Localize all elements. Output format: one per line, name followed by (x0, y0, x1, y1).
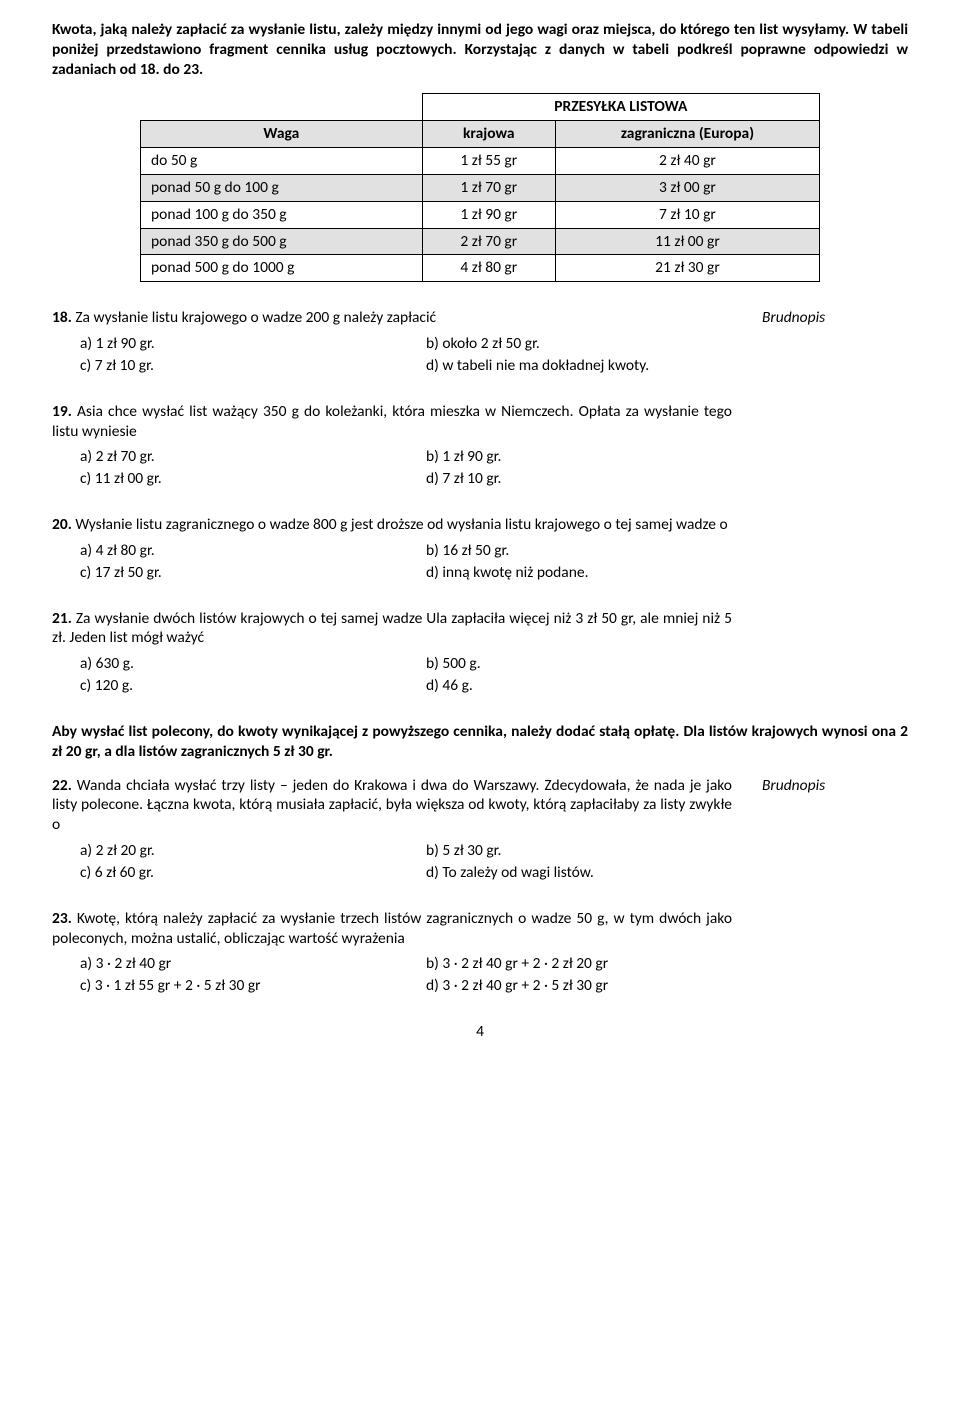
intro-paragraph: Kwota, jaką należy zapłacić za wysłanie … (52, 20, 908, 79)
q19-answers: a) 2 zł 70 gr. b) 1 zł 90 gr. c) 11 zł 0… (52, 447, 732, 489)
q18-text: 18. Za wysłanie listu krajowego o wadze … (52, 308, 732, 328)
q21-b[interactable]: b) 500 g. (426, 654, 732, 674)
cell-kraj: 1 zł 70 gr (422, 174, 555, 201)
table-row: ponad 100 g do 350 g 1 zł 90 gr 7 zł 10 … (141, 201, 820, 228)
q22-d[interactable]: d) To zależy od wagi listów. (426, 863, 732, 883)
cell-kraj: 1 zł 90 gr (422, 201, 555, 228)
th-krajowa: krajowa (422, 121, 555, 148)
q21-c[interactable]: c) 120 g. (80, 676, 386, 696)
q18-a[interactable]: a) 1 zł 90 gr. (80, 334, 386, 354)
cell-zagr: 3 zł 00 gr (555, 174, 819, 201)
th-zagraniczna: zagraniczna (Europa) (555, 121, 819, 148)
cell-waga: ponad 100 g do 350 g (141, 201, 423, 228)
q18-stem: Za wysłanie listu krajowego o wadze 200 … (75, 308, 436, 327)
q18-d[interactable]: d) w tabeli nie ma dokładnej kwoty. (426, 356, 732, 376)
th-blank (141, 94, 423, 121)
q21-number: 21. (52, 609, 72, 628)
cell-waga: do 50 g (141, 148, 423, 175)
q23-stem: Kwotę, którą należy zapłacić za wysłanie… (52, 909, 732, 948)
q18-number: 18. (52, 308, 72, 327)
table-row: ponad 500 g do 1000 g 4 zł 80 gr 21 zł 3… (141, 255, 820, 282)
cell-zagr: 2 zł 40 gr (555, 148, 819, 175)
cell-waga: ponad 500 g do 1000 g (141, 255, 423, 282)
q21-a[interactable]: a) 630 g. (80, 654, 386, 674)
th-title: PRZESYŁKA LISTOWA (422, 94, 819, 121)
cell-kraj: 1 zł 55 gr (422, 148, 555, 175)
q23-number: 23. (52, 909, 72, 928)
table-row: do 50 g 1 zł 55 gr 2 zł 40 gr (141, 148, 820, 175)
brudnopis-col (732, 402, 882, 489)
q19-c[interactable]: c) 11 zł 00 gr. (80, 469, 386, 489)
q23-c[interactable]: c) 3 · 1 zł 55 gr + 2 · 5 zł 30 gr (80, 976, 386, 996)
q20-a[interactable]: a) 4 zł 80 gr. (80, 541, 386, 561)
q19-stem: Asia chce wysłać list ważący 350 g do ko… (52, 402, 732, 441)
cell-zagr: 11 zł 00 gr (555, 228, 819, 255)
table-row: ponad 50 g do 100 g 1 zł 70 gr 3 zł 00 g… (141, 174, 820, 201)
price-table: PRZESYŁKA LISTOWA Waga krajowa zagranicz… (140, 93, 820, 282)
q22-text: 22. Wanda chciała wysłać trzy listy – je… (52, 776, 732, 835)
q22-b[interactable]: b) 5 zł 30 gr. (426, 841, 732, 861)
q23-a[interactable]: a) 3 · 2 zł 40 gr (80, 954, 386, 974)
q18-c[interactable]: c) 7 zł 10 gr. (80, 356, 386, 376)
q22-number: 22. (52, 776, 72, 795)
section2-paragraph: Aby wysłać list polecony, do kwoty wynik… (52, 722, 908, 762)
brudnopis-col (732, 515, 882, 582)
brudnopis-label: Brudnopis (732, 776, 882, 883)
q23-b[interactable]: b) 3 · 2 zł 40 gr + 2 · 2 zł 20 gr (426, 954, 732, 974)
q22-answers: a) 2 zł 20 gr. b) 5 zł 30 gr. c) 6 zł 60… (52, 841, 732, 883)
q23-d[interactable]: d) 3 · 2 zł 40 gr + 2 · 5 zł 30 gr (426, 976, 732, 996)
q20-number: 20. (52, 515, 72, 534)
q18-answers: a) 1 zł 90 gr. b) około 2 zł 50 gr. c) 7… (52, 334, 732, 376)
table-row: ponad 350 g do 500 g 2 zł 70 gr 11 zł 00… (141, 228, 820, 255)
brudnopis-label: Brudnopis (732, 308, 882, 375)
q21-stem: Za wysłanie dwóch listów krajowych o tej… (52, 609, 732, 648)
q20-b[interactable]: b) 16 zł 50 gr. (426, 541, 732, 561)
q20-text: 20. Wysłanie listu zagranicznego o wadze… (52, 515, 732, 535)
q21-answers: a) 630 g. b) 500 g. c) 120 g. d) 46 g. (52, 654, 732, 696)
q20-d[interactable]: d) inną kwotę niż podane. (426, 563, 732, 583)
th-waga: Waga (141, 121, 423, 148)
cell-waga: ponad 50 g do 100 g (141, 174, 423, 201)
q19-a[interactable]: a) 2 zł 70 gr. (80, 447, 386, 467)
q19-b[interactable]: b) 1 zł 90 gr. (426, 447, 732, 467)
q19-text: 19. Asia chce wysłać list ważący 350 g d… (52, 402, 732, 442)
q21-d[interactable]: d) 46 g. (426, 676, 732, 696)
brudnopis-col (732, 909, 882, 996)
q22-c[interactable]: c) 6 zł 60 gr. (80, 863, 386, 883)
q21-text: 21. Za wysłanie dwóch listów krajowych o… (52, 609, 732, 649)
cell-kraj: 4 zł 80 gr (422, 255, 555, 282)
q20-answers: a) 4 zł 80 gr. b) 16 zł 50 gr. c) 17 zł … (52, 541, 732, 583)
q19-d[interactable]: d) 7 zł 10 gr. (426, 469, 732, 489)
q19-number: 19. (52, 402, 72, 421)
q22-stem: Wanda chciała wysłać trzy listy – jeden … (52, 776, 732, 835)
cell-kraj: 2 zł 70 gr (422, 228, 555, 255)
cell-zagr: 7 zł 10 gr (555, 201, 819, 228)
q20-c[interactable]: c) 17 zł 50 gr. (80, 563, 386, 583)
q23-answers: a) 3 · 2 zł 40 gr b) 3 · 2 zł 40 gr + 2 … (52, 954, 732, 996)
cell-waga: ponad 350 g do 500 g (141, 228, 423, 255)
q18-b[interactable]: b) około 2 zł 50 gr. (426, 334, 732, 354)
cell-zagr: 21 zł 30 gr (555, 255, 819, 282)
page-number: 4 (52, 1022, 908, 1042)
q22-a[interactable]: a) 2 zł 20 gr. (80, 841, 386, 861)
brudnopis-col (732, 609, 882, 696)
q23-text: 23. Kwotę, którą należy zapłacić za wysł… (52, 909, 732, 949)
q20-stem: Wysłanie listu zagranicznego o wadze 800… (75, 515, 727, 534)
